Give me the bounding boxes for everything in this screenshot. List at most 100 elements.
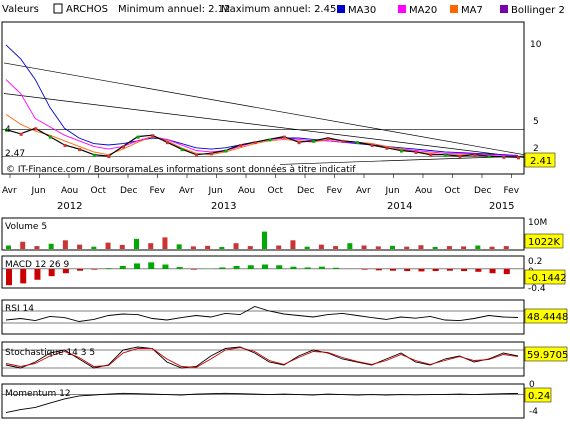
price-trendline-3 — [279, 155, 525, 165]
legend: MA30 MA20 MA7 Bollinger 2 — [337, 5, 565, 16]
volume-bar-30 — [432, 246, 438, 249]
volume-bar-24 — [347, 243, 353, 249]
volume-bar-9 — [134, 238, 139, 249]
macd-bar-30 — [432, 268, 439, 272]
macd-bar-12 — [176, 267, 183, 269]
rsi-panel — [1, 299, 525, 335]
volume-bar-17 — [247, 246, 253, 249]
price-point-24 — [356, 141, 360, 145]
volume-bar-23 — [333, 246, 339, 249]
price-point-22 — [326, 137, 330, 141]
legend-swatch-3 — [500, 5, 508, 13]
price-point-12 — [180, 148, 184, 152]
volume-bar-13 — [190, 246, 196, 249]
momentum-line — [5, 392, 519, 414]
price-point-19 — [282, 135, 286, 139]
max-annual: Maximum annuel: 2.45 — [221, 4, 336, 15]
stochastic-grid — [2, 349, 524, 369]
ticker-checkbox[interactable] — [53, 3, 63, 14]
x-month-label-6: Avr — [179, 186, 194, 196]
rsi-title: RSI 14 — [5, 304, 34, 314]
stochastic-title: Stochastique 14 3 5 — [5, 348, 95, 358]
volume-bar-21 — [304, 246, 310, 249]
price-label-247: 2.47 — [5, 149, 25, 159]
price-series-close — [5, 127, 519, 158]
macd-bar-9 — [134, 263, 140, 269]
macd-bar-10 — [148, 262, 155, 269]
price-point-15 — [224, 149, 228, 153]
volume-bar-10 — [148, 243, 154, 249]
volume-bar-33 — [475, 245, 481, 249]
price-point-13 — [195, 153, 199, 157]
x-month-label-7: Jun — [208, 186, 223, 196]
volume-bar-8 — [119, 244, 125, 249]
macd-bar-35 — [503, 268, 510, 275]
volume-last-value: 1022K — [528, 237, 560, 248]
price-point-33 — [487, 155, 491, 159]
volume-bar-28 — [404, 246, 410, 249]
macd-bar-20 — [290, 266, 297, 269]
price-last-value: 2.41 — [530, 156, 552, 167]
macd-bar-15 — [219, 267, 226, 269]
volume-bar-14 — [205, 245, 211, 249]
price-point-34 — [502, 155, 506, 159]
min-annual: Minimum annuel: 2.12 — [118, 4, 230, 15]
macd-bar-31 — [446, 268, 453, 271]
volume-bar-22 — [318, 244, 324, 249]
price-label-4: 4. — [5, 125, 14, 135]
volume-bar-3 — [48, 243, 54, 249]
x-month-label-8: Aou — [238, 186, 255, 196]
sto-lines-d — [5, 347, 519, 368]
volume-bar-18 — [262, 231, 267, 249]
price-ytick-2: 2 — [533, 144, 539, 154]
volume-bar-35 — [503, 246, 509, 249]
volume-bar-26 — [375, 246, 381, 249]
macd-bar-25 — [361, 268, 368, 270]
price-point-32 — [473, 153, 477, 157]
macd-bar-7 — [105, 268, 112, 269]
price-point-18 — [268, 138, 272, 142]
macd-bar-32 — [461, 268, 468, 272]
legend-label-1: MA20 — [409, 5, 437, 16]
stochastic-last-badge — [524, 346, 568, 362]
x-month-label-14: Aou — [415, 186, 432, 196]
x-month-label-0: Avr — [2, 186, 17, 196]
x-month-label-4: Dec — [120, 186, 137, 196]
macd-bar-1 — [20, 268, 27, 284]
watermark: © IT-Finance.com / BoursoramaLes informa… — [6, 164, 356, 175]
volume-bar-2 — [34, 246, 40, 249]
price-point-6 — [92, 153, 96, 157]
price-point-26 — [385, 146, 389, 150]
x-month-label-15: Oct — [445, 186, 461, 196]
macd-ytick-neg04: -0.4 — [528, 284, 546, 294]
volume-bar-11 — [162, 237, 168, 249]
volume-bar-5 — [77, 244, 83, 249]
x-month-label-11: Fev — [327, 186, 343, 196]
x-year-label-0: 2012 — [57, 201, 82, 212]
price-point-10 — [151, 134, 155, 138]
price-last-badge — [524, 152, 556, 168]
momentum-title: Momentum 12 — [5, 389, 71, 399]
volume-title: Volume 5 — [5, 222, 47, 232]
macd-bar-17 — [247, 265, 254, 269]
macd-bar-33 — [475, 268, 482, 272]
stochastic-lines — [5, 346, 519, 369]
price-point-11 — [165, 141, 169, 145]
price-point-35 — [517, 156, 520, 160]
x-month-label-16: Dec — [474, 186, 491, 196]
price-point-29 — [429, 153, 433, 157]
price-point-14 — [209, 152, 213, 156]
macd-bars — [2, 262, 524, 286]
macd-bar-3 — [48, 268, 55, 277]
momentum-last-badge — [524, 387, 552, 403]
price-series-ma7 — [5, 114, 519, 158]
price-series — [5, 44, 520, 160]
price-point-17 — [253, 141, 257, 145]
price-point-9 — [136, 135, 140, 139]
x-year-label-3: 2015 — [489, 201, 514, 212]
mom-line-main — [5, 392, 519, 414]
stochastic-panel — [1, 341, 525, 377]
volume-last-badge — [524, 233, 564, 249]
price-point-1 — [19, 132, 23, 136]
price-point-30 — [443, 153, 447, 157]
